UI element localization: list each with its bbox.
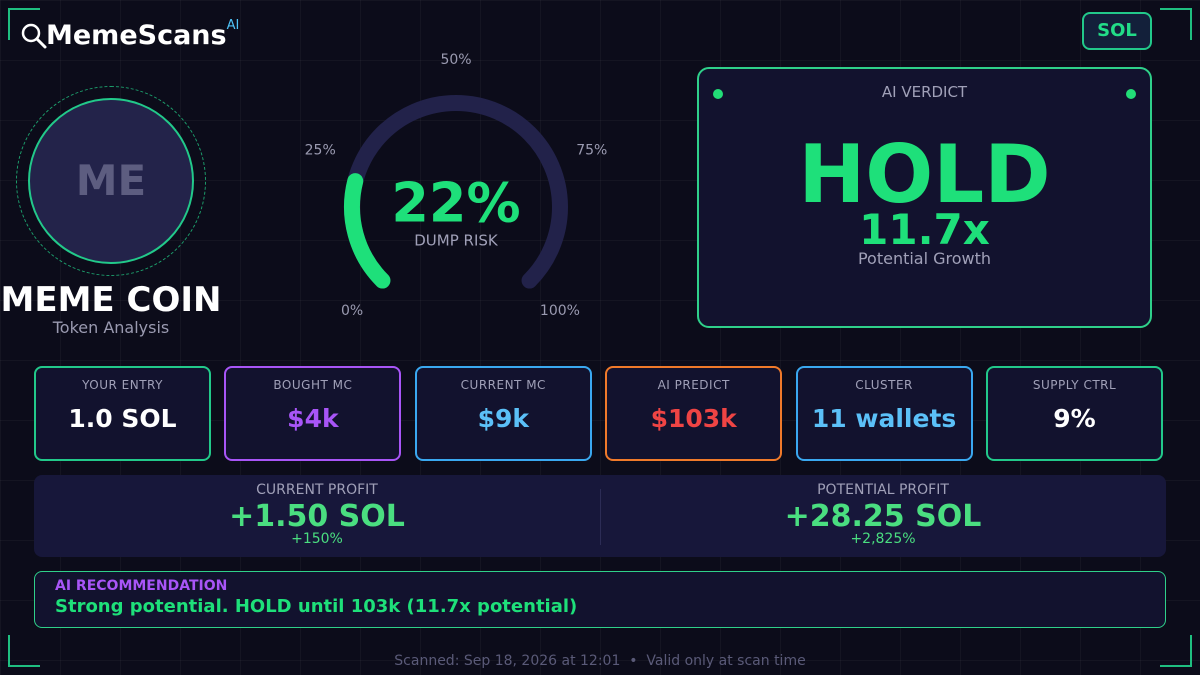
verdict-multiple-label: Potential Growth	[857, 249, 992, 268]
search-icon	[21, 23, 47, 49]
stat-label: CLUSTER	[855, 378, 913, 392]
gauge-tick-label: 50%	[440, 52, 471, 68]
gauge-tick-label: 100%	[540, 303, 580, 319]
profit-label: CURRENT PROFIT	[256, 482, 378, 498]
gauge-tick-label: 25%	[305, 143, 336, 159]
verdict-action: HOLD	[798, 128, 1051, 221]
stat-value: $103k	[650, 404, 737, 433]
stat-value: $4k	[287, 404, 339, 433]
corner	[8, 635, 40, 667]
stat-card: SUPPLY CTRL 9%	[986, 366, 1163, 461]
gauge: 0% 25% 50% 75% 100% 22%DUMP RISK	[305, 52, 608, 319]
profit-percent: +2,825%	[850, 531, 916, 547]
dot	[1126, 89, 1136, 99]
recommendation-text: Strong potential. HOLD until 103k (11.7x…	[55, 596, 578, 617]
profit-label: POTENTIAL PROFIT	[817, 482, 949, 498]
gauge-value-label: 22%	[391, 172, 520, 235]
corner	[8, 8, 40, 40]
gauge-label: DUMP RISK	[414, 232, 499, 250]
gauge-tick-label: 75%	[576, 143, 607, 159]
recommendation-title: AI RECOMMENDATION	[55, 578, 228, 594]
network-badge[interactable]: SOL	[1082, 12, 1152, 50]
divider	[600, 489, 601, 545]
stat-value: 11 wallets	[811, 404, 957, 433]
stat-card: YOUR ENTRY 1.0 SOL	[34, 366, 211, 461]
gauge-tick-label: 0%	[341, 303, 363, 319]
gauge-value	[344, 173, 391, 289]
avatar: ME	[28, 98, 194, 264]
stat-value: 9%	[1053, 404, 1096, 433]
profit-percent: +150%	[291, 531, 343, 547]
stat-card: BOUGHT MC $4k	[224, 366, 402, 461]
verdict-title: AI VERDICT	[881, 83, 968, 101]
stat-label: AI PREDICT	[657, 378, 730, 392]
profit-value: +28.25 SOL	[784, 499, 982, 534]
token-name: MEME COIN	[0, 280, 222, 320]
stat-label: BOUGHT MC	[273, 378, 353, 392]
stat-label: YOUR ENTRY	[82, 378, 163, 392]
verdict-box: AI VERDICT HOLD 11.7x Potential Growth	[697, 67, 1152, 328]
footer: Scanned: Sep 18, 2026 at 12:01 • Valid o…	[394, 653, 806, 669]
stat-card: AI PREDICT $103k	[605, 366, 783, 461]
dot	[713, 89, 723, 99]
corner	[1160, 635, 1192, 667]
brand-sup: AI	[226, 18, 240, 33]
corner	[1160, 8, 1192, 40]
brand-name: MemeScans	[46, 20, 227, 51]
verdict-multiple: 11.7x	[859, 205, 990, 254]
stat-value: 1.0 SOL	[68, 404, 177, 433]
profit-panel: CURRENT PROFIT +1.50 SOL +150% POTENTIAL PR…	[34, 475, 1166, 557]
recommendation-box: AI RECOMMENDATION Strong potential. HOLD…	[34, 571, 1166, 628]
stat-label: SUPPLY CTRL	[1032, 378, 1117, 392]
avatar-ring	[16, 86, 206, 276]
stat-label: CURRENT MC	[460, 378, 546, 392]
brand: MemeScansAI	[46, 18, 240, 51]
stat-card: CLUSTER 11 wallets	[795, 366, 973, 461]
stat-card: CURRENT MC $9k	[414, 366, 592, 461]
token-subtitle: Token Analysis	[52, 318, 170, 337]
stat-value: $9k	[477, 404, 529, 433]
profit-value: +1.50 SOL	[229, 499, 405, 534]
